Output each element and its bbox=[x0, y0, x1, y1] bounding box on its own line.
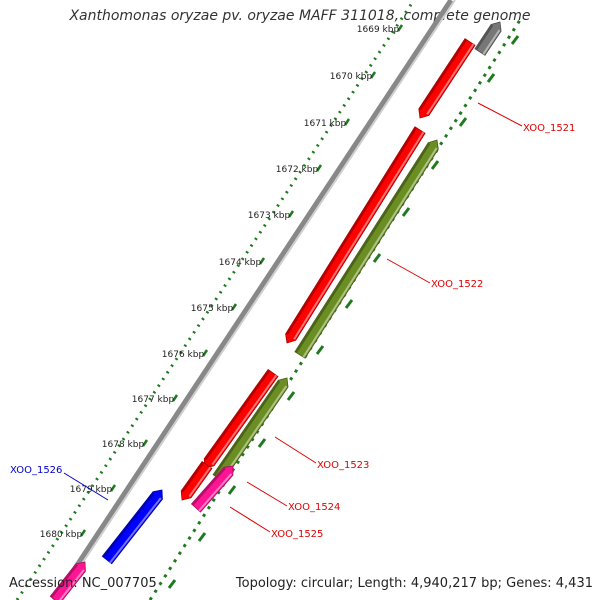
genome-backbone bbox=[51, 0, 456, 600]
tick-label: 1676 kbp bbox=[162, 350, 205, 360]
accession-text: Accession: NC_007705 bbox=[9, 576, 157, 591]
tick-mark bbox=[343, 118, 351, 126]
tick-mark bbox=[315, 164, 323, 172]
leader-line bbox=[229, 506, 271, 533]
gene-XOO_1526 bbox=[101, 489, 163, 565]
tick-label: 1680 kbp bbox=[40, 530, 83, 540]
gene-gene-gray bbox=[474, 21, 502, 56]
gene-gene-pink bbox=[49, 561, 86, 600]
tick-label: 1671 kbp bbox=[304, 119, 347, 129]
leader-line bbox=[246, 481, 288, 507]
inner-dotted-tick-track bbox=[15, 0, 416, 600]
gene-labels: XOO_1521 XOO_1522 XOO_1523 XOO_1524 XOO_1525… bbox=[10, 102, 575, 540]
gene-XOO_1521 bbox=[418, 38, 476, 119]
tick-mark bbox=[171, 394, 179, 402]
tick-mark bbox=[287, 210, 295, 218]
gene-XOO_1524 bbox=[180, 460, 213, 501]
gene-label-XOO_1521: XOO_1521 bbox=[523, 123, 575, 134]
tick-label: 1678 kbp bbox=[102, 440, 145, 450]
tick-mark bbox=[258, 257, 266, 265]
gene-label-XOO_1526: XOO_1526 bbox=[10, 465, 62, 476]
gene-XOO_1523-olive bbox=[212, 377, 289, 482]
leader-line bbox=[63, 472, 109, 501]
topology-text: Topology: circular; Length: 4,940,217 bp… bbox=[235, 576, 593, 591]
gene-features bbox=[49, 21, 502, 600]
leader-line bbox=[386, 258, 431, 284]
tick-mark bbox=[230, 303, 238, 311]
tick-mark bbox=[141, 439, 149, 447]
tick-mark bbox=[79, 529, 87, 537]
gene-XOO_1522 bbox=[285, 126, 426, 344]
tick-mark bbox=[396, 24, 404, 32]
tick-label: 1672 kbp bbox=[276, 165, 319, 175]
gene-label-XOO_1522: XOO_1522 bbox=[431, 279, 483, 290]
gene-XOO_1522-olive bbox=[294, 139, 439, 359]
tick-mark bbox=[201, 349, 209, 357]
tick-label: 1670 kbp bbox=[330, 72, 373, 82]
gene-XOO_1523 bbox=[203, 368, 279, 469]
tick-label: 1669 kbp bbox=[357, 25, 400, 35]
leader-line bbox=[477, 102, 523, 127]
tick-mark bbox=[109, 484, 117, 492]
gene-XOO_1525 bbox=[190, 465, 234, 513]
tick-label: 1674 kbp bbox=[219, 258, 262, 268]
tick-mark bbox=[369, 71, 377, 79]
tick-label: 1675 kbp bbox=[191, 304, 234, 314]
tick-label: 1673 kbp bbox=[248, 211, 291, 221]
map-title: Xanthomonas oryzae pv. oryzae MAFF 31101… bbox=[69, 8, 531, 24]
leader-line bbox=[274, 436, 317, 464]
gene-label-XOO_1523: XOO_1523 bbox=[317, 460, 369, 471]
tick-label: 1677 kbp bbox=[132, 395, 175, 405]
gene-label-XOO_1524: XOO_1524 bbox=[288, 502, 340, 513]
gene-label-XOO_1525: XOO_1525 bbox=[271, 529, 323, 540]
